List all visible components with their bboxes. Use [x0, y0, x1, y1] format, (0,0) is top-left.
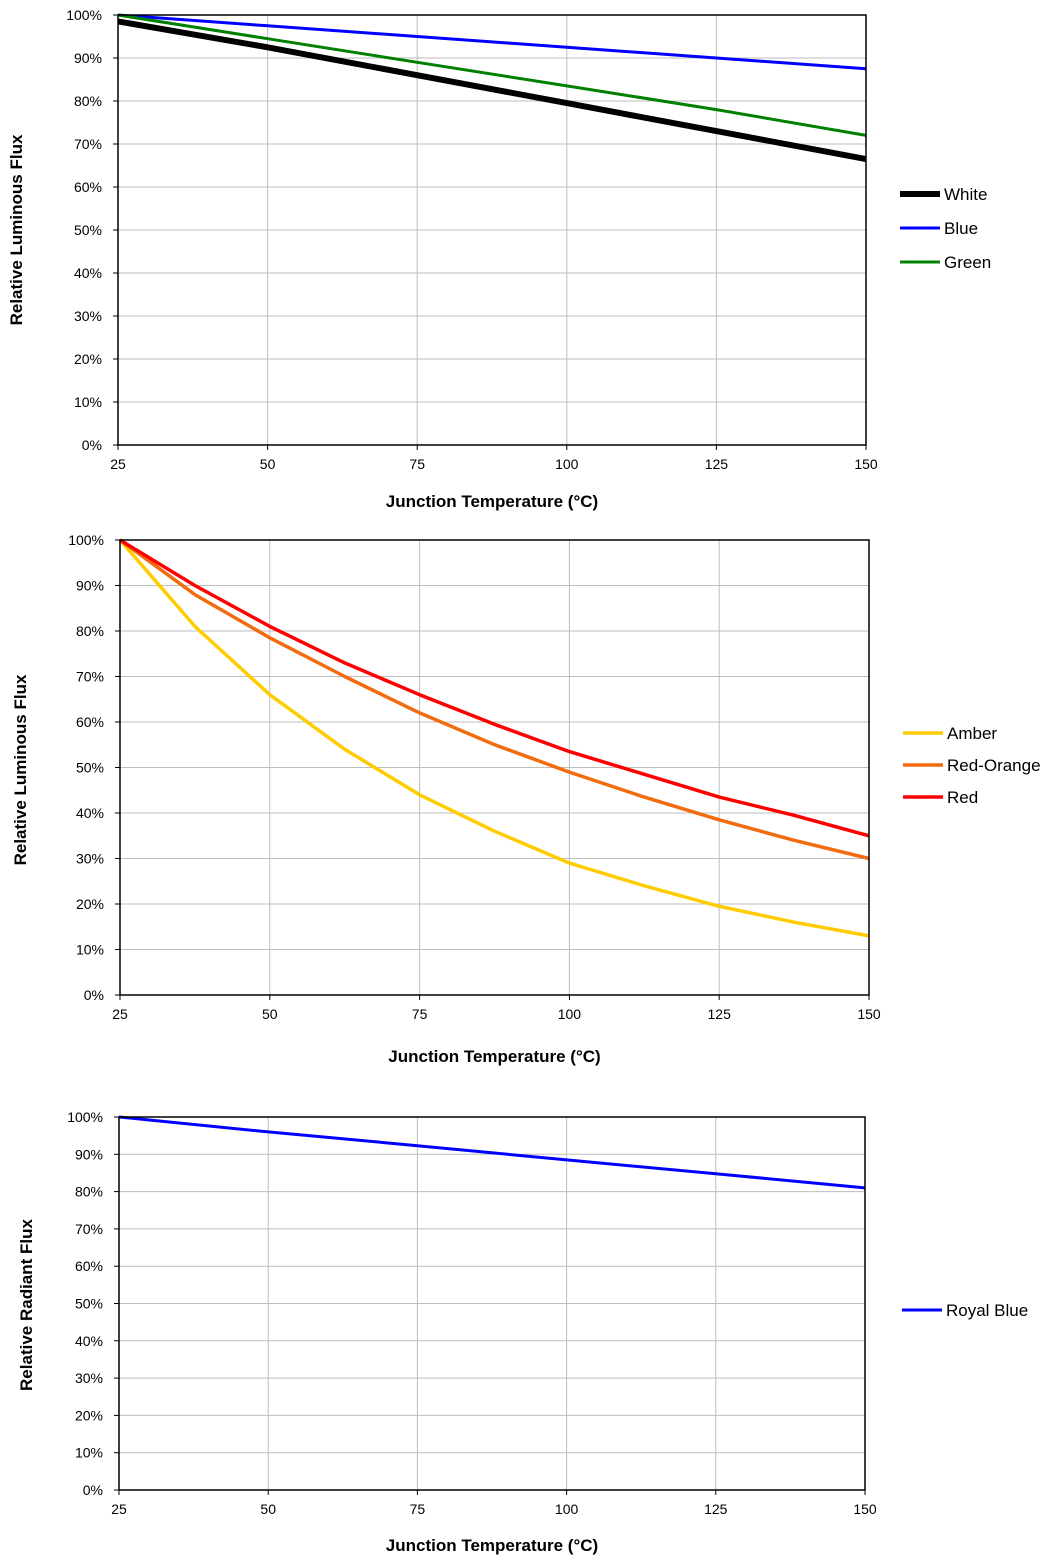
chart-2-y-tick-label: 70% [76, 669, 104, 685]
chart-2-y-tick-label: 20% [76, 896, 104, 912]
chart-1-y-tick-label: 60% [74, 179, 102, 195]
chart-2-series-red-orange [118, 538, 870, 861]
chart-3-series-royal-blue [118, 1115, 866, 1190]
chart-1-y-axis-title: Relative Luminous Flux [7, 134, 26, 325]
chart-1-y-tick-label: 50% [74, 222, 102, 238]
chart-3-legend: Royal Blue [902, 1301, 1028, 1320]
chart-white-blue-green: 25 50 75 100 125 150 0% 10% 20% 30% 40% 50% 60% 70% 80… [0, 0, 1056, 520]
chart-2-y-tick-label: 40% [76, 805, 104, 821]
chart-3-y-tick-label: 40% [75, 1333, 103, 1349]
chart-1-x-tick-label: 25 [110, 456, 126, 472]
chart-3-x-tick-label: 50 [260, 1501, 276, 1517]
chart-2-y-tick-label: 50% [76, 760, 104, 776]
chart-2-x-tick-label: 150 [857, 1006, 881, 1022]
chart-3-y-tick-label: 100% [67, 1109, 103, 1125]
chart-1-y-tick-label: 20% [74, 351, 102, 367]
chart-2-series-red [119, 538, 870, 838]
chart-1-y-tick-label: 100% [66, 7, 102, 23]
chart-2-y-tick-label: 30% [76, 851, 104, 867]
chart-2-x-tick-label: 100 [558, 1006, 582, 1022]
chart-2-legend: Amber Red-Orange Red [903, 724, 1041, 807]
chart-1-grid [117, 14, 867, 446]
chart-3-y-axis-title: Relative Radiant Flux [17, 1218, 36, 1390]
chart-3-svg: 25 50 75 100 125 150 0% 10% 20% 30% 40% 50% 60% 70% 80… [17, 1109, 1028, 1555]
chart-3-y-tick-label: 60% [75, 1258, 103, 1274]
chart-3-y-tick-label: 70% [75, 1221, 103, 1237]
chart-2-x-tick-label: 50 [262, 1006, 278, 1022]
chart-1-y-tick-label: 90% [74, 50, 102, 66]
chart-2-x-tick-label: 125 [708, 1006, 732, 1022]
chart-1-svg: 25 50 75 100 125 150 0% 10% 20% 30% 40% 50% 60% 70% 80… [7, 7, 991, 511]
chart-1-legend: White Blue Green [900, 185, 991, 272]
chart-2-legend-label-amber: Amber [947, 724, 997, 743]
chart-2-legend-label-red: Red [947, 788, 978, 807]
chart-3-x-tick-label: 125 [704, 1501, 728, 1517]
chart-3-y-tick-label: 20% [75, 1407, 103, 1423]
chart-1-series-blue [117, 13, 867, 71]
chart-1-y-tick-label: 70% [74, 136, 102, 152]
chart-1-legend-label-blue: Blue [944, 219, 978, 238]
chart-2-svg: 25 50 75 100 125 150 0% 10% 20% 30% 40% 50% 60% 70% 80… [11, 532, 1041, 1066]
chart-2-y-tick-label: 10% [76, 942, 104, 958]
chart-amber-redorange-red: 25 50 75 100 125 150 0% 10% 20% 30% 40% 50% 60% 70% 80… [0, 525, 1056, 1070]
chart-3-y-tick-label: 0% [83, 1482, 103, 1498]
chart-3-y-tick-label: 50% [75, 1296, 103, 1312]
chart-1-series-green [117, 13, 867, 137]
chart-3-y-tick-label: 10% [75, 1445, 103, 1461]
chart-3-legend-label-royal-blue: Royal Blue [946, 1301, 1028, 1320]
chart-1-legend-label-white: White [944, 185, 987, 204]
chart-3-x-tick-label: 75 [410, 1501, 426, 1517]
chart-3-y-tick-label: 30% [75, 1370, 103, 1386]
chart-3-y-tick-label: 80% [75, 1184, 103, 1200]
chart-2-legend-label-red-orange: Red-Orange [947, 756, 1041, 775]
chart-1-y-tick-label: 10% [74, 394, 102, 410]
chart-3-grid [118, 1116, 866, 1491]
chart-2-grid [119, 539, 870, 996]
chart-2-series-amber [118, 538, 870, 938]
chart-1-x-tick-label: 100 [555, 456, 579, 472]
chart-2-x-tick-label: 25 [112, 1006, 128, 1022]
chart-2-y-axis-title: Relative Luminous Flux [11, 674, 30, 865]
chart-1-series-white [117, 18, 867, 163]
chart-1-x-tick-label: 125 [705, 456, 729, 472]
chart-1-legend-label-green: Green [944, 253, 991, 272]
chart-1-x-axis-title: Junction Temperature (°C) [386, 492, 598, 511]
chart-royal-blue: 25 50 75 100 125 150 0% 10% 20% 30% 40% 50% 60% 70% 80… [0, 1105, 1056, 1555]
chart-2-x-tick-label: 75 [412, 1006, 428, 1022]
chart-1-x-tick-label: 75 [409, 456, 425, 472]
chart-2-y-tick-label: 60% [76, 714, 104, 730]
chart-3-y-tick-label: 90% [75, 1146, 103, 1162]
chart-2-y-tick-label: 0% [84, 987, 104, 1003]
chart-2-y-tick-label: 100% [68, 532, 104, 548]
chart-1-y-tick-label: 30% [74, 308, 102, 324]
chart-1-x-tick-label: 50 [260, 456, 276, 472]
chart-1-y-tick-label: 0% [82, 437, 102, 453]
chart-1-y-tick-label: 80% [74, 93, 102, 109]
chart-2-y-tick-label: 80% [76, 623, 104, 639]
chart-3-x-tick-label: 150 [853, 1501, 877, 1517]
chart-1-x-tick-label: 150 [854, 456, 878, 472]
chart-1-y-tick-label: 40% [74, 265, 102, 281]
chart-2-y-tick-label: 90% [76, 578, 104, 594]
chart-2-x-axis-title: Junction Temperature (°C) [388, 1047, 600, 1066]
chart-3-x-axis-title: Junction Temperature (°C) [386, 1536, 598, 1555]
chart-3-x-tick-label: 100 [555, 1501, 579, 1517]
chart-3-x-tick-label: 25 [111, 1501, 127, 1517]
